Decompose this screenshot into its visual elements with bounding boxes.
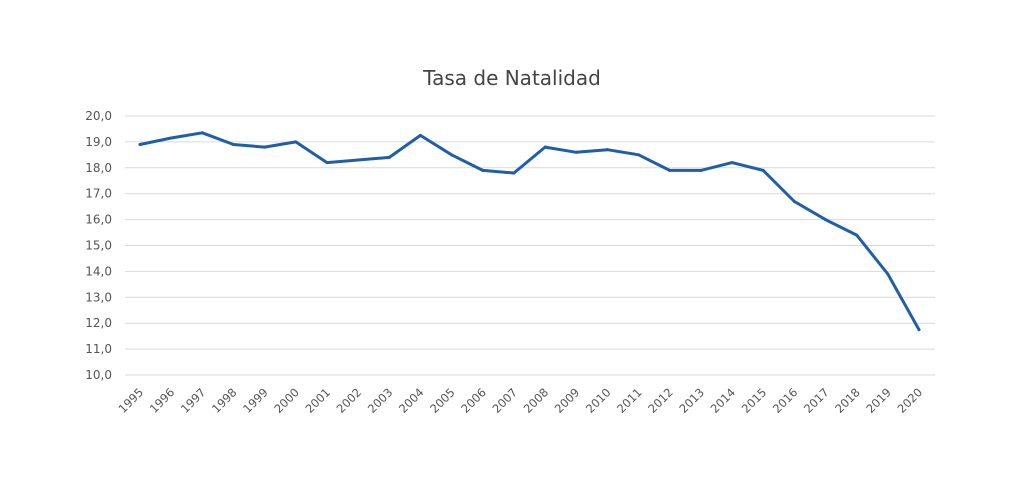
y-tick-label: 10,0 bbox=[85, 368, 112, 382]
x-tick-label: 2003 bbox=[365, 385, 396, 416]
x-tick-label: 2012 bbox=[645, 385, 676, 416]
data-point bbox=[263, 145, 267, 149]
data-point bbox=[855, 233, 859, 237]
x-tick-label: 2007 bbox=[489, 385, 520, 416]
data-point bbox=[512, 171, 516, 175]
x-tick-label: 2004 bbox=[396, 385, 427, 416]
y-tick-label: 20,0 bbox=[85, 109, 112, 123]
x-tick-label: 2008 bbox=[521, 385, 552, 416]
y-tick-label: 19,0 bbox=[85, 135, 112, 149]
x-tick-label: 2016 bbox=[770, 385, 801, 416]
x-tick-label: 1995 bbox=[116, 385, 147, 416]
x-tick-label: 2019 bbox=[863, 385, 894, 416]
data-point bbox=[668, 168, 672, 172]
data-point bbox=[387, 155, 391, 159]
x-tick-label: 2005 bbox=[427, 385, 458, 416]
x-tick-label: 2013 bbox=[676, 385, 707, 416]
x-tick-label: 1999 bbox=[240, 385, 271, 416]
x-tick-label: 2011 bbox=[614, 385, 645, 416]
data-point bbox=[792, 199, 796, 203]
chart-title: Tasa de Natalidad bbox=[423, 66, 601, 90]
data-point bbox=[886, 272, 890, 276]
data-point bbox=[169, 136, 173, 140]
gridlines bbox=[125, 115, 935, 376]
x-tick-label: 2002 bbox=[334, 385, 365, 416]
y-tick-label: 16,0 bbox=[85, 213, 112, 227]
x-tick-label: 2009 bbox=[552, 385, 583, 416]
data-point bbox=[418, 133, 422, 137]
y-axis-ticks: 10,0 11,0 12,0 13,0 14,0 15,0 16,0 17,0 18,0 19,0… bbox=[85, 109, 112, 382]
data-point bbox=[605, 148, 609, 152]
data-point bbox=[294, 140, 298, 144]
data-point bbox=[450, 153, 454, 157]
x-tick-label: 1996 bbox=[147, 385, 178, 416]
x-tick-label: 2006 bbox=[458, 385, 489, 416]
data-point bbox=[699, 168, 703, 172]
y-tick-label: 15,0 bbox=[85, 239, 112, 253]
x-tick-label: 1998 bbox=[209, 385, 240, 416]
y-tick-label: 13,0 bbox=[85, 290, 112, 304]
y-tick-label: 14,0 bbox=[85, 264, 112, 278]
x-tick-label: 1997 bbox=[178, 385, 209, 416]
x-tick-label: 2017 bbox=[801, 385, 832, 416]
series-group bbox=[138, 131, 921, 332]
data-point bbox=[637, 153, 641, 157]
data-point bbox=[574, 150, 578, 154]
x-tick-label: 2014 bbox=[708, 385, 739, 416]
data-point bbox=[231, 142, 235, 146]
y-tick-label: 17,0 bbox=[85, 187, 112, 201]
data-point bbox=[917, 328, 921, 332]
data-point bbox=[200, 131, 204, 135]
data-point bbox=[761, 168, 765, 172]
series-line bbox=[138, 131, 921, 332]
x-axis-ticks: 1995 1996 1997 1998 1999 2000 2001 2002 2003 2004… bbox=[116, 385, 926, 416]
x-tick-label: 2010 bbox=[583, 385, 614, 416]
x-tick-label: 2018 bbox=[832, 385, 863, 416]
y-tick-label: 18,0 bbox=[85, 161, 112, 175]
data-point bbox=[481, 168, 485, 172]
data-point bbox=[325, 161, 329, 165]
y-tick-label: 12,0 bbox=[85, 316, 112, 330]
data-point bbox=[356, 158, 360, 162]
data-point bbox=[824, 218, 828, 222]
data-point bbox=[730, 161, 734, 165]
x-tick-label: 2020 bbox=[895, 385, 926, 416]
x-tick-label: 2001 bbox=[302, 385, 333, 416]
x-tick-label: 2000 bbox=[271, 385, 302, 416]
data-point bbox=[138, 142, 142, 146]
data-point bbox=[543, 145, 547, 149]
y-tick-label: 11,0 bbox=[85, 342, 112, 356]
x-tick-label: 2015 bbox=[739, 385, 770, 416]
